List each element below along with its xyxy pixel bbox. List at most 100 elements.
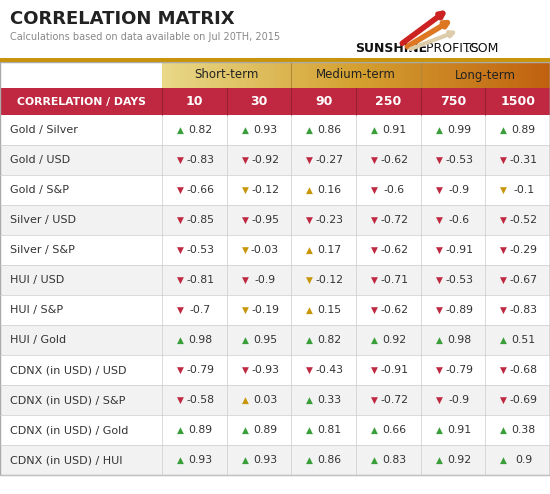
Text: Silver / USD: Silver / USD bbox=[10, 215, 76, 225]
Bar bbox=[389, 62, 392, 88]
Bar bbox=[331, 62, 333, 88]
Bar bbox=[255, 62, 257, 88]
Text: -0.66: -0.66 bbox=[186, 185, 214, 195]
Bar bbox=[513, 62, 515, 88]
Text: ▼: ▼ bbox=[371, 246, 378, 254]
Bar bbox=[214, 62, 217, 88]
Bar bbox=[488, 62, 491, 88]
Bar bbox=[404, 62, 407, 88]
Text: ▲: ▲ bbox=[177, 425, 184, 435]
Bar bbox=[449, 62, 452, 88]
Bar bbox=[381, 62, 384, 88]
Text: ▼: ▼ bbox=[500, 246, 507, 254]
Bar bbox=[333, 62, 335, 88]
Bar bbox=[492, 62, 494, 88]
Bar bbox=[409, 62, 411, 88]
Text: ▲: ▲ bbox=[500, 335, 507, 344]
Bar bbox=[391, 62, 393, 88]
Bar bbox=[212, 62, 215, 88]
Text: Gold / Silver: Gold / Silver bbox=[10, 125, 78, 135]
Text: ▼: ▼ bbox=[177, 305, 184, 315]
Text: ▼: ▼ bbox=[436, 215, 442, 224]
Bar bbox=[317, 62, 320, 88]
Text: -0.62: -0.62 bbox=[381, 305, 408, 315]
Bar bbox=[282, 62, 285, 88]
Text: CDNX (in USD) / S&P: CDNX (in USD) / S&P bbox=[10, 395, 125, 405]
Text: -0.53: -0.53 bbox=[445, 155, 473, 165]
Text: -0.19: -0.19 bbox=[251, 305, 279, 315]
Text: -0.72: -0.72 bbox=[381, 215, 408, 225]
Text: -0.71: -0.71 bbox=[381, 275, 408, 285]
Bar bbox=[172, 62, 174, 88]
Bar bbox=[236, 62, 238, 88]
Bar bbox=[271, 62, 273, 88]
Text: ▲: ▲ bbox=[371, 455, 378, 464]
Bar bbox=[0, 62, 550, 475]
Bar bbox=[358, 62, 360, 88]
Text: ▼: ▼ bbox=[371, 276, 378, 285]
Bar bbox=[201, 62, 204, 88]
Bar bbox=[420, 62, 422, 88]
Text: -0.27: -0.27 bbox=[316, 155, 344, 165]
Text: ▼: ▼ bbox=[177, 366, 184, 374]
Text: 0.89: 0.89 bbox=[253, 425, 277, 435]
Bar bbox=[465, 62, 467, 88]
Bar bbox=[364, 62, 366, 88]
Bar bbox=[529, 62, 531, 88]
Bar bbox=[230, 62, 232, 88]
Bar bbox=[385, 62, 388, 88]
Text: ▼: ▼ bbox=[177, 246, 184, 254]
Bar bbox=[344, 62, 347, 88]
Bar bbox=[302, 62, 304, 88]
Bar bbox=[290, 62, 293, 88]
Text: 30: 30 bbox=[250, 95, 268, 108]
Bar bbox=[472, 62, 475, 88]
Text: 0.98: 0.98 bbox=[188, 335, 212, 345]
Text: ▲: ▲ bbox=[306, 396, 313, 405]
Bar bbox=[207, 62, 209, 88]
Text: ▼: ▼ bbox=[306, 156, 313, 165]
Text: 0.16: 0.16 bbox=[317, 185, 342, 195]
Bar bbox=[410, 62, 412, 88]
Text: ▼: ▼ bbox=[241, 156, 249, 165]
Bar bbox=[277, 62, 279, 88]
Text: 1500: 1500 bbox=[500, 95, 535, 108]
Text: ▲: ▲ bbox=[306, 305, 313, 315]
Text: ▼: ▼ bbox=[306, 276, 313, 285]
Bar bbox=[397, 62, 399, 88]
Bar bbox=[480, 62, 482, 88]
Bar bbox=[286, 62, 289, 88]
Bar bbox=[280, 62, 283, 88]
Bar bbox=[476, 62, 478, 88]
Text: ▼: ▼ bbox=[306, 366, 313, 374]
Text: 0.92: 0.92 bbox=[382, 335, 406, 345]
Bar bbox=[195, 62, 197, 88]
Bar bbox=[222, 62, 224, 88]
Text: ▼: ▼ bbox=[371, 396, 378, 405]
Text: 0.93: 0.93 bbox=[188, 455, 212, 465]
Text: ▲: ▲ bbox=[371, 125, 378, 134]
Text: ▼: ▼ bbox=[371, 156, 378, 165]
Text: -0.9: -0.9 bbox=[255, 275, 276, 285]
Bar bbox=[164, 62, 167, 88]
Text: CORRELATION MATRIX: CORRELATION MATRIX bbox=[10, 10, 235, 28]
Bar bbox=[175, 62, 178, 88]
Text: Calculations based on data available on Jul 20TH, 2015: Calculations based on data available on … bbox=[10, 32, 280, 42]
Text: 0.95: 0.95 bbox=[253, 335, 277, 345]
Text: ▲: ▲ bbox=[500, 455, 507, 464]
Bar bbox=[325, 62, 327, 88]
Text: ▲: ▲ bbox=[500, 425, 507, 435]
Bar bbox=[334, 62, 337, 88]
Text: Silver / S&P: Silver / S&P bbox=[10, 245, 75, 255]
Text: 250: 250 bbox=[375, 95, 402, 108]
Text: Gold / S&P: Gold / S&P bbox=[10, 185, 69, 195]
Text: ▲: ▲ bbox=[306, 186, 313, 195]
Text: -0.81: -0.81 bbox=[186, 275, 214, 285]
Bar bbox=[315, 62, 318, 88]
Bar bbox=[383, 62, 386, 88]
Bar bbox=[536, 62, 539, 88]
Bar bbox=[234, 62, 236, 88]
Bar bbox=[179, 62, 182, 88]
Bar bbox=[412, 62, 415, 88]
Text: ▲: ▲ bbox=[177, 125, 184, 134]
